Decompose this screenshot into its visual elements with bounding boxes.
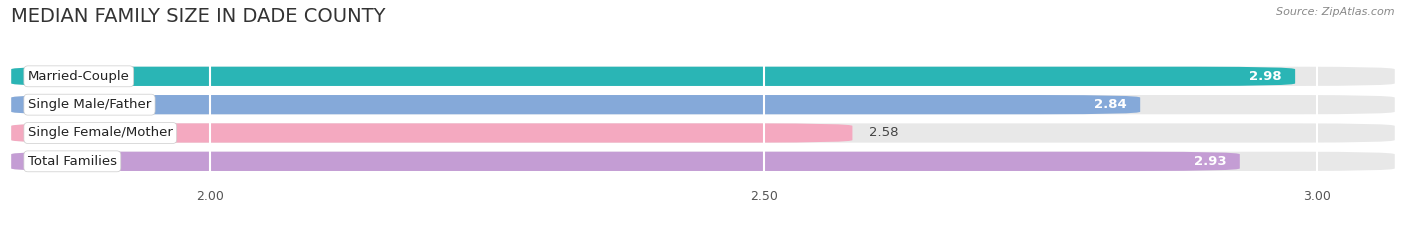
FancyBboxPatch shape <box>11 95 1140 114</box>
Text: Married-Couple: Married-Couple <box>28 70 129 83</box>
FancyBboxPatch shape <box>11 67 1295 86</box>
FancyBboxPatch shape <box>11 152 1395 171</box>
Text: Single Male/Father: Single Male/Father <box>28 98 150 111</box>
Text: Source: ZipAtlas.com: Source: ZipAtlas.com <box>1277 7 1395 17</box>
Text: Total Families: Total Families <box>28 155 117 168</box>
FancyBboxPatch shape <box>11 123 852 143</box>
FancyBboxPatch shape <box>11 152 1240 171</box>
Text: 2.98: 2.98 <box>1250 70 1282 83</box>
Text: 2.84: 2.84 <box>1094 98 1126 111</box>
FancyBboxPatch shape <box>11 123 1395 143</box>
FancyBboxPatch shape <box>11 95 1395 114</box>
FancyBboxPatch shape <box>11 67 1395 86</box>
Text: 2.93: 2.93 <box>1194 155 1226 168</box>
Text: MEDIAN FAMILY SIZE IN DADE COUNTY: MEDIAN FAMILY SIZE IN DADE COUNTY <box>11 7 385 26</box>
Text: 2.58: 2.58 <box>869 127 898 140</box>
Text: Single Female/Mother: Single Female/Mother <box>28 127 173 140</box>
